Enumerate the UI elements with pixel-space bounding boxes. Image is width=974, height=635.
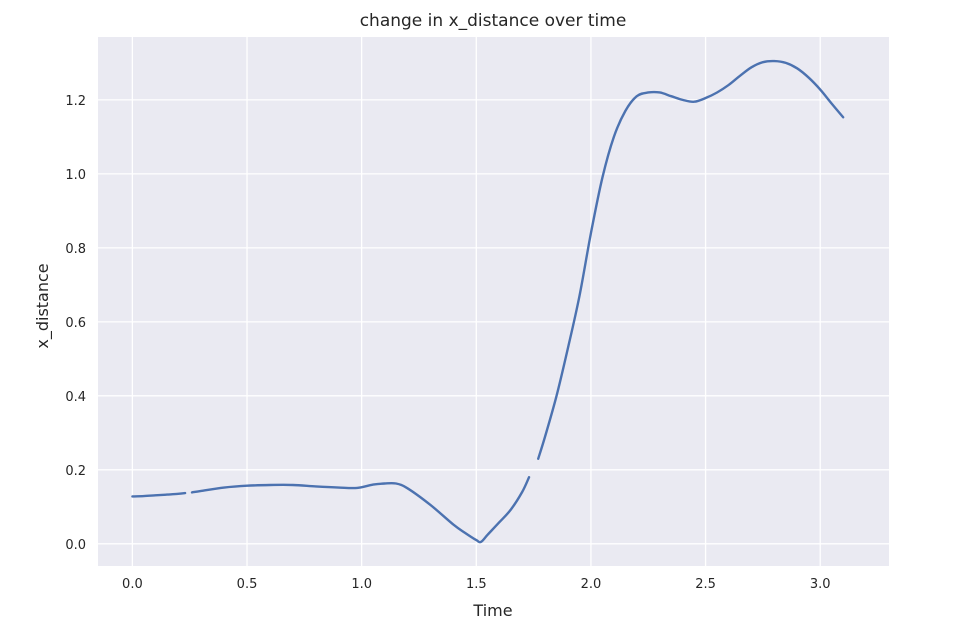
x-tick-label: 0.5 [237, 577, 258, 592]
y-axis-label: x_distance [33, 263, 53, 348]
y-tick-label: 0.2 [65, 464, 86, 479]
grid [98, 37, 889, 566]
series-line-segment [537, 59, 845, 460]
x-tick-label: 3.0 [810, 577, 831, 592]
y-tick-label: 0.6 [65, 316, 86, 331]
y-tick-label: 1.2 [65, 94, 86, 109]
x-tick-label: 2.5 [695, 577, 716, 592]
y-tick-label: 0.4 [65, 390, 86, 405]
series-line-segment [131, 491, 187, 498]
y-tick-label: 0.8 [65, 242, 86, 257]
x-tick-label: 1.0 [351, 577, 372, 592]
y-tick-label: 0.0 [65, 538, 86, 553]
series-lines [131, 59, 845, 544]
chart-title: change in x_distance over time [360, 11, 627, 31]
x-tick-label: 0.0 [122, 577, 143, 592]
y-tick-labels: 0.0 0.2 0.4 0.6 0.8 1.0 1.2 [65, 94, 86, 553]
x-tick-label: 2.0 [581, 577, 602, 592]
x-tick-labels: 0.0 0.5 1.0 1.5 2.0 2.5 3.0 [122, 577, 831, 592]
x-axis-label: Time [472, 601, 512, 620]
series-line-segment [190, 476, 531, 544]
x-tick-label: 1.5 [466, 577, 487, 592]
plot-area [98, 37, 889, 566]
y-tick-label: 1.0 [65, 168, 86, 183]
